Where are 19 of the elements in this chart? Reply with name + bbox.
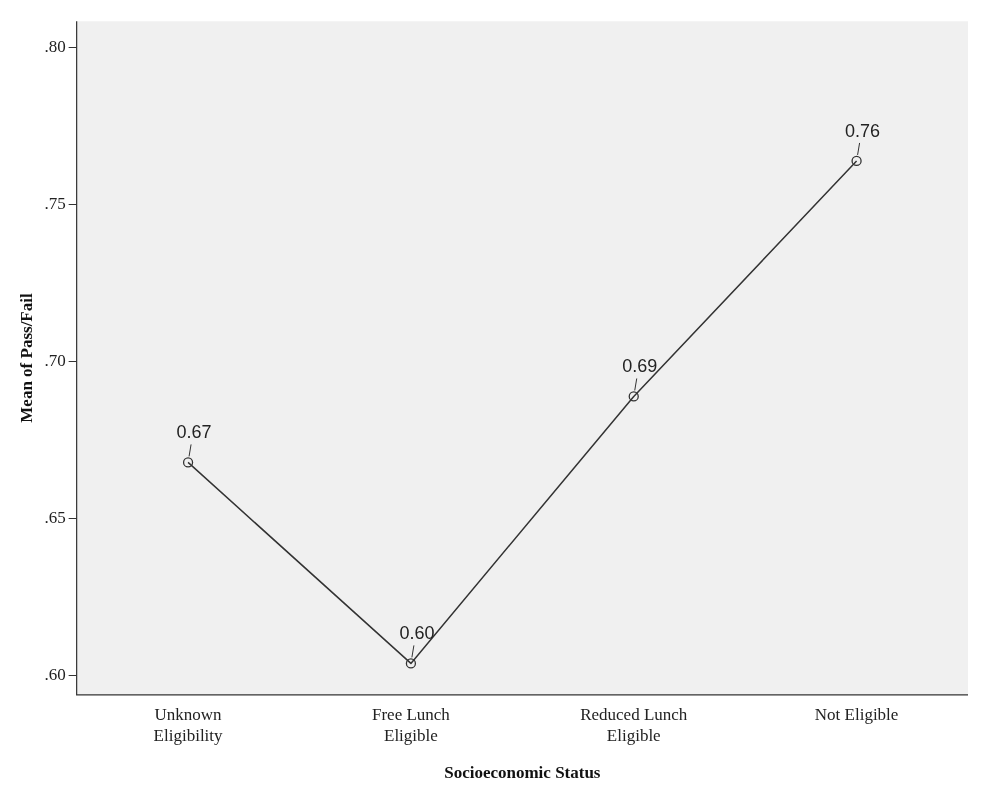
y-tick-label: .60: [44, 665, 66, 685]
x-axis-title: Socioeconomic Status: [444, 763, 601, 783]
data-label: 0.69: [622, 356, 658, 377]
point: [851, 155, 862, 167]
y-tick-label: .80: [44, 37, 66, 57]
x-tick-label: Not Eligible: [814, 705, 899, 725]
data-label: 0.67: [176, 422, 212, 443]
x-tick-label: Free Lunch Eligible: [371, 705, 451, 745]
data-label: 0.76: [845, 120, 881, 141]
x-tick-label: Reduced Lunch Eligible: [580, 705, 688, 745]
point: [628, 391, 639, 402]
y-axis-title: Mean of Pass/Fail: [16, 293, 36, 423]
y-tick-label: .75: [44, 194, 66, 214]
x-tick-label: Unknown Eligibility: [153, 705, 224, 745]
point: [182, 457, 194, 468]
point: [405, 658, 417, 669]
data-label: 0.60: [399, 623, 435, 644]
y-tick-label: .70: [44, 351, 66, 371]
y-tick-label: .65: [44, 508, 66, 528]
